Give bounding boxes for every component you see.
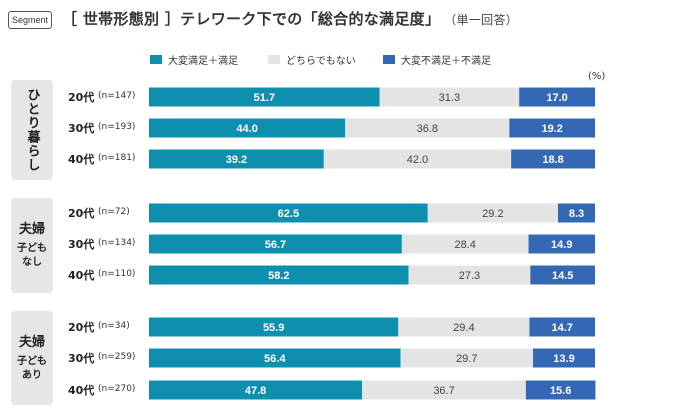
legend-swatch-satisfied bbox=[150, 55, 162, 64]
bar-satisfied bbox=[149, 265, 409, 285]
data-label-neutral: 36.8 bbox=[417, 123, 438, 135]
bar-satisfied bbox=[149, 203, 428, 223]
data-label-satisfied: 55.9 bbox=[263, 322, 284, 334]
legend-swatch-neutral bbox=[268, 55, 280, 64]
data-label-satisfied: 56.7 bbox=[265, 239, 286, 251]
legend-swatch-dissatisfied bbox=[383, 55, 395, 64]
data-label-dissatisfied: 14.5 bbox=[552, 270, 573, 282]
row-age-label: 40代 bbox=[68, 384, 95, 397]
row-age-label: 30代 bbox=[68, 352, 95, 365]
group-label-couple-with-children-text: 夫婦 bbox=[18, 334, 45, 350]
unit-label: (%) bbox=[588, 71, 606, 82]
group-label-single-text: ひとり暮らし bbox=[24, 88, 40, 172]
data-label-satisfied: 62.5 bbox=[278, 208, 299, 220]
bar-satisfied bbox=[149, 118, 346, 138]
legend-label-satisfied: 大変満足＋満足 bbox=[168, 56, 238, 67]
group-sublabel-couple-with-children: 子ども あり bbox=[17, 355, 47, 381]
row-age-label: 40代 bbox=[68, 269, 95, 282]
row-n-label: (n=259) bbox=[98, 352, 136, 362]
segment-tag: Segment bbox=[8, 11, 52, 29]
legend-label-dissatisfied: 大変不満足＋不満足 bbox=[401, 56, 491, 67]
bar-dissatisfied bbox=[528, 234, 595, 254]
bar-neutral bbox=[379, 87, 520, 107]
bar-dissatisfied bbox=[525, 380, 596, 400]
legend-item-neutral: どちらでもない bbox=[268, 52, 356, 67]
chart-title-text: ［ 世帯形態別 ］テレワーク下での「総合的な満足度」 bbox=[62, 10, 441, 28]
bar-neutral bbox=[408, 265, 531, 285]
bar-satisfied bbox=[149, 348, 401, 368]
data-label-dissatisfied: 17.0 bbox=[546, 92, 567, 104]
row-n-label: (n=34) bbox=[98, 321, 130, 331]
row-n-label: (n=72) bbox=[98, 207, 130, 217]
data-label-satisfied: 47.8 bbox=[245, 385, 266, 397]
data-label-neutral: 29.7 bbox=[456, 353, 477, 365]
row-age-label: 40代 bbox=[68, 153, 95, 166]
data-label-dissatisfied: 14.7 bbox=[552, 322, 573, 334]
group-label-couple-no-children-text: 夫婦 bbox=[18, 222, 45, 237]
bar-neutral bbox=[401, 234, 529, 254]
group-label-couple-with-children: 夫婦 子ども あり bbox=[11, 311, 53, 405]
row-age-label: 20代 bbox=[68, 207, 95, 220]
data-label-satisfied: 39.2 bbox=[226, 154, 247, 166]
chart-title: ［ 世帯形態別 ］テレワーク下での「総合的な満足度」 （単一回答） bbox=[62, 8, 518, 29]
bar-satisfied bbox=[149, 234, 402, 254]
data-label-neutral: 27.3 bbox=[459, 270, 480, 282]
row-n-label: (n=181) bbox=[98, 153, 136, 163]
bar-neutral bbox=[362, 380, 526, 400]
data-label-neutral: 29.4 bbox=[453, 322, 474, 334]
group-label-single: ひとり暮らし bbox=[11, 80, 53, 180]
row-age-label: 20代 bbox=[68, 91, 95, 104]
data-label-dissatisfied: 18.8 bbox=[542, 154, 563, 166]
bar-satisfied bbox=[149, 317, 399, 337]
bar-neutral bbox=[398, 317, 530, 337]
legend-item-dissatisfied: 大変不満足＋不満足 bbox=[383, 52, 491, 67]
data-label-neutral: 29.2 bbox=[482, 208, 503, 220]
row-age-label: 30代 bbox=[68, 238, 95, 251]
data-label-dissatisfied: 15.6 bbox=[550, 385, 571, 397]
row-age-label: 20代 bbox=[68, 321, 95, 334]
row-age-label: 30代 bbox=[68, 122, 95, 135]
bar-dissatisfied bbox=[530, 265, 595, 285]
bar-dissatisfied bbox=[557, 203, 595, 223]
bar-satisfied bbox=[149, 149, 324, 169]
bar-dissatisfied bbox=[533, 348, 595, 368]
row-n-label: (n=110) bbox=[98, 269, 136, 279]
group-label-couple-no-children: 夫婦 子ども なし bbox=[11, 198, 53, 293]
bar-dissatisfied bbox=[511, 149, 595, 169]
row-n-label: (n=147) bbox=[98, 91, 136, 101]
data-label-dissatisfied: 13.9 bbox=[553, 353, 574, 365]
data-label-neutral: 36.7 bbox=[433, 385, 454, 397]
bar-neutral bbox=[400, 348, 533, 368]
data-label-neutral: 31.3 bbox=[439, 92, 460, 104]
bar-neutral bbox=[345, 118, 510, 138]
data-label-dissatisfied: 19.2 bbox=[541, 123, 562, 135]
data-label-satisfied: 44.0 bbox=[236, 123, 257, 135]
row-n-label: (n=270) bbox=[98, 384, 136, 394]
row-n-label: (n=134) bbox=[98, 238, 136, 248]
data-label-satisfied: 51.7 bbox=[254, 92, 275, 104]
chart-subtitle: （単一回答） bbox=[450, 13, 519, 27]
row-n-label: (n=193) bbox=[98, 122, 136, 132]
bar-neutral bbox=[323, 149, 512, 169]
group-sublabel-couple-no-children: 子ども なし bbox=[17, 243, 47, 268]
bar-dissatisfied bbox=[509, 118, 595, 138]
bar-dissatisfied bbox=[529, 317, 595, 337]
data-label-neutral: 28.4 bbox=[454, 239, 475, 251]
bar-neutral bbox=[427, 203, 558, 223]
bar-satisfied bbox=[149, 380, 363, 400]
data-label-neutral: 42.0 bbox=[407, 154, 428, 166]
data-label-satisfied: 58.2 bbox=[268, 270, 289, 282]
legend-item-satisfied: 大変満足＋満足 bbox=[150, 52, 238, 67]
data-label-satisfied: 56.4 bbox=[264, 353, 286, 365]
bar-satisfied bbox=[149, 87, 380, 107]
data-label-dissatisfied: 14.9 bbox=[551, 239, 572, 251]
legend-label-neutral: どちらでもない bbox=[286, 56, 356, 67]
bar-dissatisfied bbox=[519, 87, 595, 107]
data-label-dissatisfied: 8.3 bbox=[569, 208, 584, 220]
